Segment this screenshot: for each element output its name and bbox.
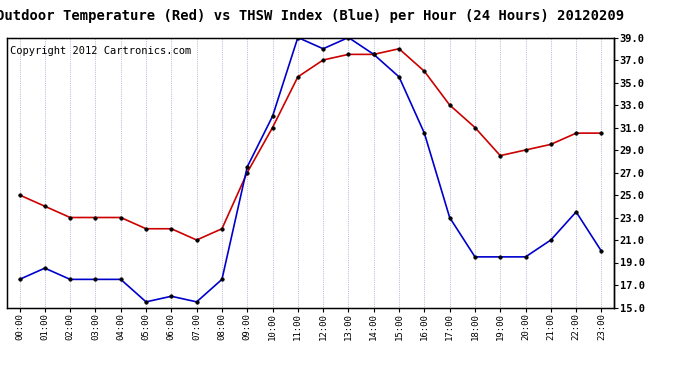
Text: Copyright 2012 Cartronics.com: Copyright 2012 Cartronics.com: [10, 46, 191, 56]
Text: Outdoor Temperature (Red) vs THSW Index (Blue) per Hour (24 Hours) 20120209: Outdoor Temperature (Red) vs THSW Index …: [0, 9, 624, 23]
